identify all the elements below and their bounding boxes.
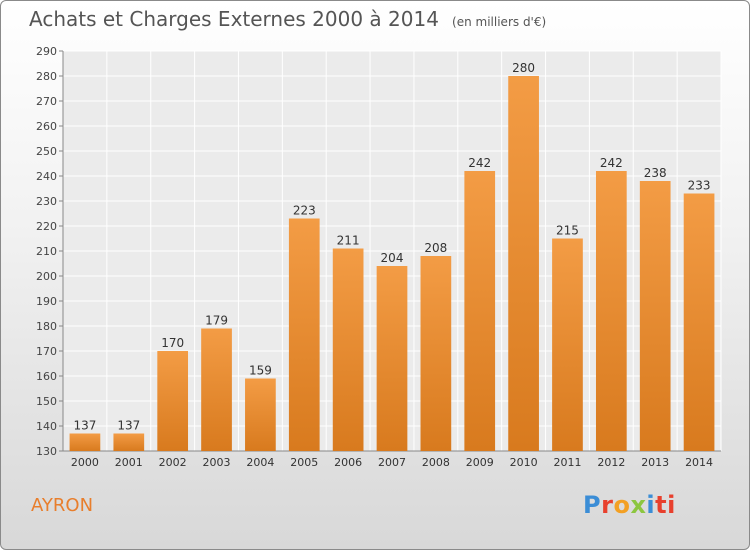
y-tick-label: 180 xyxy=(36,320,57,333)
x-tick-label: 2005 xyxy=(290,456,318,469)
y-tick-label: 170 xyxy=(36,345,57,358)
chart-title-block: Achats et Charges Externes 2000 à 2014 (… xyxy=(29,7,546,31)
x-tick-label: 2007 xyxy=(378,456,406,469)
x-tick-label: 2009 xyxy=(466,456,494,469)
bar xyxy=(552,238,583,451)
bar xyxy=(113,433,145,451)
bar xyxy=(332,248,364,451)
y-tick-label: 230 xyxy=(36,195,57,208)
bar xyxy=(376,266,408,451)
bar-value-label: 242 xyxy=(600,156,623,170)
chart-title: Achats et Charges Externes 2000 à 2014 xyxy=(29,7,439,31)
bar-value-label: 208 xyxy=(424,241,447,255)
x-tick-label: 2006 xyxy=(334,456,362,469)
x-tick-label: 2004 xyxy=(246,456,274,469)
chart-subtitle: (en milliers d'€) xyxy=(452,15,547,29)
x-tick-label: 2001 xyxy=(115,456,143,469)
bar xyxy=(464,171,496,451)
bar-value-label: 215 xyxy=(556,224,579,238)
bar xyxy=(595,171,627,451)
location-label: AYRON xyxy=(31,495,94,516)
x-tick-label: 2000 xyxy=(71,456,99,469)
y-tick-label: 150 xyxy=(36,395,57,408)
bar xyxy=(420,256,452,451)
bar-value-label: 280 xyxy=(512,61,535,75)
y-tick-label: 240 xyxy=(36,170,57,183)
y-tick-label: 160 xyxy=(36,370,57,383)
y-tick-label: 270 xyxy=(36,95,57,108)
x-tick-label: 2013 xyxy=(641,456,669,469)
y-tick-label: 250 xyxy=(36,145,57,158)
bar-value-label: 137 xyxy=(117,419,140,433)
bar-value-label: 159 xyxy=(249,364,272,378)
bar-value-label: 233 xyxy=(688,179,711,193)
bar xyxy=(69,433,101,451)
bar xyxy=(683,193,715,451)
y-tick-label: 210 xyxy=(36,245,57,258)
bar-value-label: 204 xyxy=(381,251,404,265)
y-tick-label: 280 xyxy=(36,70,57,83)
bar-value-label: 238 xyxy=(644,166,667,180)
x-tick-label: 2002 xyxy=(159,456,187,469)
x-tick-label: 2003 xyxy=(203,456,231,469)
x-tick-label: 2014 xyxy=(685,456,713,469)
bar-value-label: 242 xyxy=(468,156,491,170)
bar xyxy=(157,351,189,451)
y-tick-label: 290 xyxy=(36,45,57,58)
bar xyxy=(245,378,276,451)
bar-value-label: 179 xyxy=(205,314,228,328)
x-tick-label: 2012 xyxy=(597,456,625,469)
y-tick-label: 190 xyxy=(36,295,57,308)
y-tick-label: 220 xyxy=(36,220,57,233)
bar xyxy=(639,181,671,451)
x-tick-label: 2010 xyxy=(510,456,538,469)
proxiti-logo: Proxiti xyxy=(583,491,676,519)
bar-value-label: 137 xyxy=(73,419,96,433)
bar xyxy=(288,218,320,451)
y-tick-label: 130 xyxy=(36,445,57,458)
x-tick-label: 2008 xyxy=(422,456,450,469)
x-tick-label: 2011 xyxy=(553,456,581,469)
bar xyxy=(508,76,539,451)
bar-value-label: 211 xyxy=(337,234,360,248)
bar xyxy=(201,328,232,451)
bar-value-label: 223 xyxy=(293,204,316,218)
y-tick-label: 140 xyxy=(36,420,57,433)
bar-value-label: 170 xyxy=(161,336,184,350)
y-tick-label: 260 xyxy=(36,120,57,133)
y-tick-label: 200 xyxy=(36,270,57,283)
